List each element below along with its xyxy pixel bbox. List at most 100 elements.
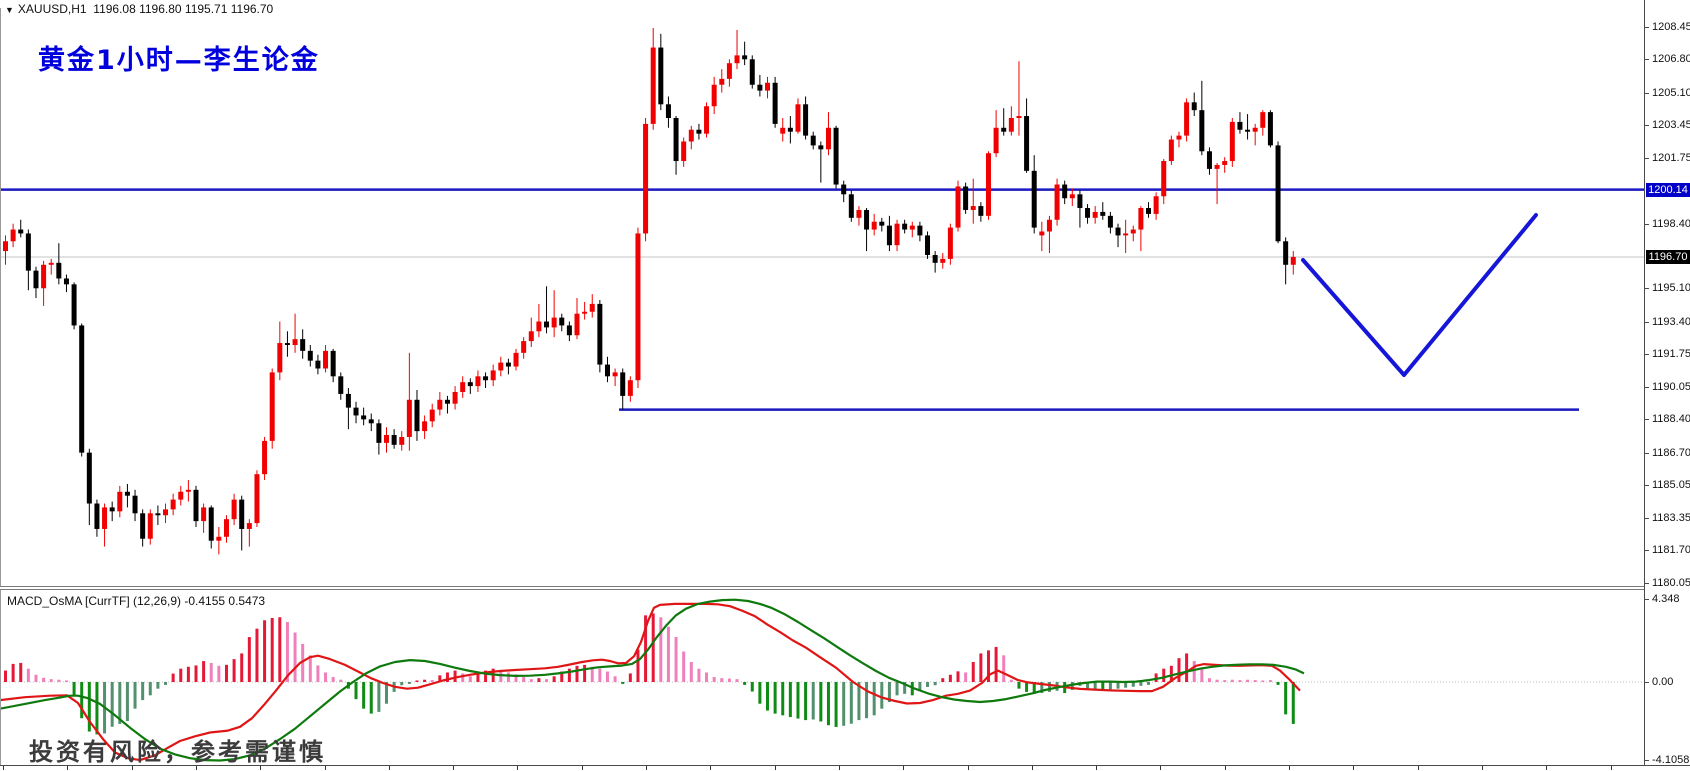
price-tick-label: 1205.10 [1652,86,1690,99]
macd-histogram-bar [369,682,373,714]
macd-histogram-bar [560,671,564,682]
price-tick-mark [1644,484,1649,486]
candle-down [1146,208,1151,214]
macd-histogram-bar [95,682,99,735]
candle-down [1267,112,1273,146]
macd-histogram-bar [689,662,693,682]
macd-histogram-bar [499,671,503,682]
chevron-down-icon[interactable]: ▼ [5,5,14,15]
candle-up [1039,231,1045,236]
candle-up [627,380,633,396]
candle-up [1138,208,1144,230]
macd-histogram-bar [1139,682,1143,686]
candle-up [711,84,717,107]
macd-histogram-bar [308,655,312,682]
macd-histogram-bar [1032,682,1036,694]
candle-up [985,153,991,216]
price-tick-label: 1195.10 [1652,282,1690,295]
macd-histogram-bar [362,682,366,709]
macd-histogram-bar [522,677,526,682]
price-tick-label: 1206.80 [1652,53,1690,66]
panel-separator[interactable] [0,586,1645,590]
macd-histogram-bar [887,682,891,702]
macd-histogram-bar [438,675,442,682]
candle-up [102,507,108,529]
candle-up [223,519,229,537]
candle-up [1092,211,1098,218]
macd-histogram-bar [87,682,91,732]
macd-histogram-bar [19,662,23,682]
candle-up [1260,112,1266,128]
price-tick-mark [1644,223,1649,225]
price-tick-mark [1644,321,1649,323]
candle-down [665,104,671,118]
macd-histogram-bar [529,679,533,682]
candle-up [589,303,595,312]
macd-histogram-bar [34,674,38,682]
candle-down [1275,145,1281,242]
candle-up [422,421,428,432]
candle-down [1107,215,1113,228]
macd-histogram-bar [4,670,7,682]
chart-canvas[interactable] [0,0,1645,765]
candle-down [208,507,214,541]
macd-histogram-bar [583,664,587,682]
time-axis[interactable] [0,766,1690,771]
macd-histogram-bar [986,650,990,682]
candle-down [307,350,313,361]
chart-title-annotation: 黄金1小时—李生论金 [38,45,320,76]
candle-up [429,409,435,422]
price-tick-mark [1644,59,1649,61]
candle-up [894,223,900,246]
candle-up [551,317,557,328]
candle-up [1214,164,1220,169]
candle-up [909,225,915,230]
macd-histogram-bar [941,678,945,682]
macd-histogram-bar [202,661,206,682]
candle-down [879,221,885,226]
candle-down [79,325,85,453]
macd-histogram-bar [1223,680,1227,682]
macd-histogram-bar [445,672,449,682]
candle-up [406,399,412,437]
candle-down [444,399,450,404]
candle-down [833,127,839,185]
macd-histogram-bar [453,670,457,682]
macd-histogram-bar [506,672,510,682]
macd-histogram-bar [42,677,46,682]
macd-histogram-bar [857,682,861,721]
macd-histogram-bar [575,665,579,682]
candle-down [848,194,854,218]
macd-histogram-bar [1230,679,1234,682]
macd-histogram-bar [377,682,381,712]
candle-up [521,341,527,353]
candle-down [787,127,793,132]
candle-down [376,423,382,443]
macd-histogram-bar [788,682,792,718]
ohlc-quotes: 1196.08 1196.80 1195.71 1196.70 [93,2,274,16]
price-tick-mark [1644,387,1649,389]
macd-histogram-bar [598,668,602,682]
macd-histogram-bar [263,620,267,682]
time-tick-mark [131,766,133,770]
price-tick-mark [1644,27,1649,28]
candle-up [490,370,496,381]
candle-up [871,221,877,230]
candle-down [696,129,702,134]
macd-tick-label: -4.1058 [1652,754,1690,767]
candle-down [94,503,100,529]
macd-histogram-bar [727,678,731,682]
candle-down [124,491,130,496]
macd-green-line [0,598,1305,762]
macd-histogram-bar [1246,679,1250,682]
macd-histogram-bar [1162,668,1166,682]
candle-up [399,436,405,445]
candle-down [33,270,39,289]
macd-histogram-bar [895,682,899,696]
macd-histogram-bar [514,674,518,682]
candle-down [300,339,306,351]
macd-tick-mark [1644,682,1649,683]
candle-up [528,331,534,342]
macd-histogram-bar [964,672,968,682]
